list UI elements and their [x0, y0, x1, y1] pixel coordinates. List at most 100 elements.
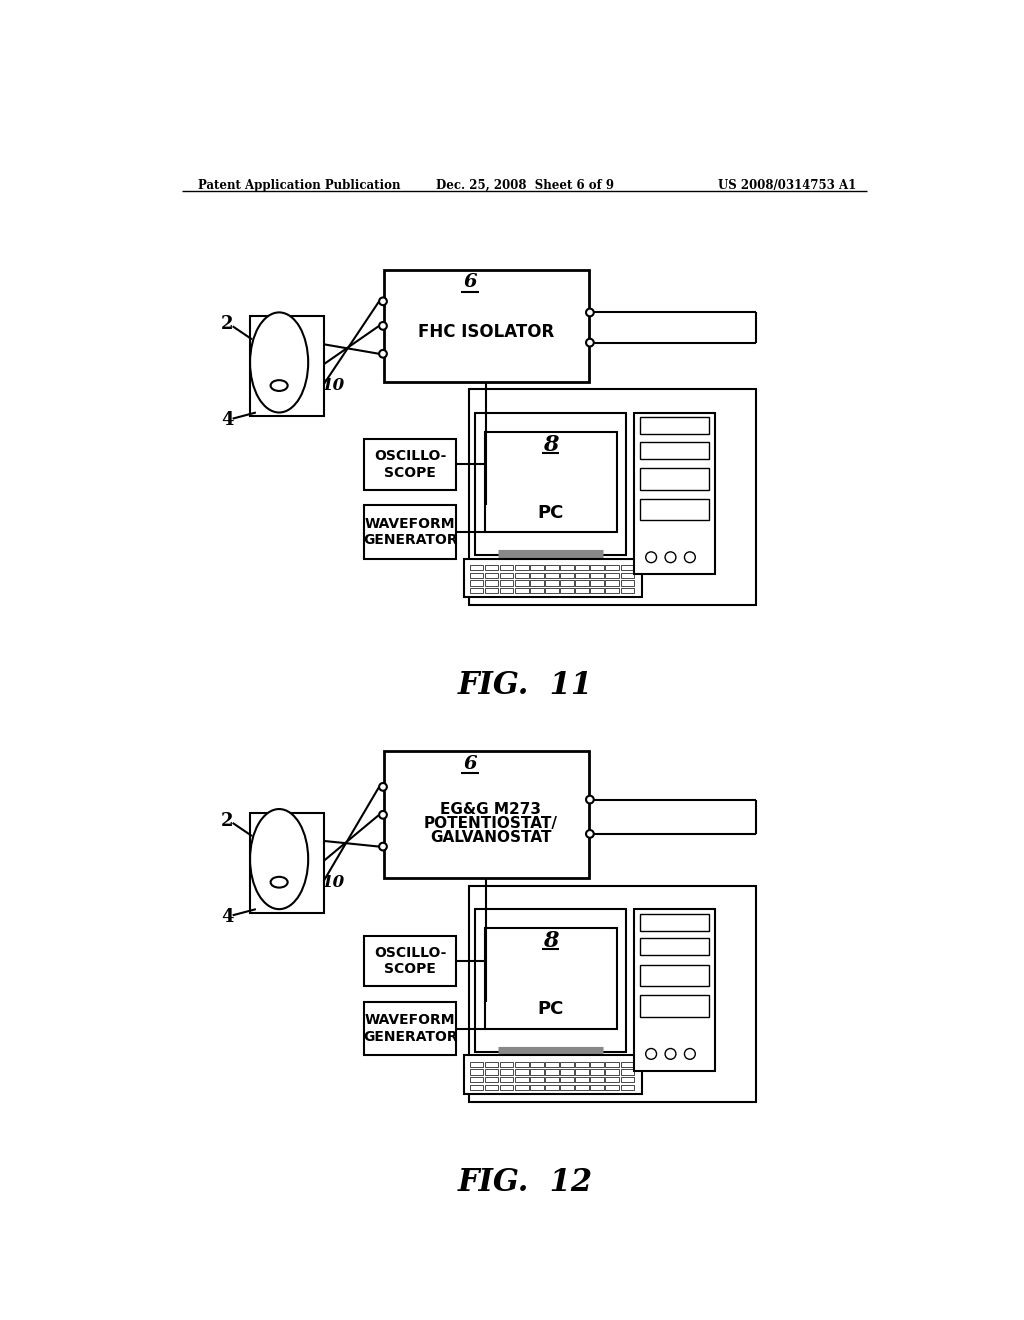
Bar: [365, 440, 456, 490]
Bar: [500, 589, 513, 594]
Bar: [484, 573, 499, 578]
Bar: [591, 1069, 604, 1074]
Bar: [575, 565, 589, 570]
Circle shape: [586, 309, 594, 317]
Circle shape: [646, 552, 656, 562]
Bar: [545, 1069, 559, 1074]
Bar: [484, 1061, 499, 1067]
Bar: [621, 573, 634, 578]
Bar: [560, 1061, 573, 1067]
Bar: [475, 412, 627, 554]
Text: 10: 10: [322, 874, 345, 891]
Bar: [640, 499, 710, 520]
Bar: [640, 965, 710, 986]
Bar: [365, 936, 456, 986]
Bar: [575, 573, 589, 578]
Bar: [500, 581, 513, 586]
Circle shape: [379, 842, 387, 850]
Bar: [500, 1061, 513, 1067]
Bar: [515, 1069, 528, 1074]
Text: Dec. 25, 2008  Sheet 6 of 9: Dec. 25, 2008 Sheet 6 of 9: [436, 180, 613, 193]
Bar: [575, 581, 589, 586]
Bar: [575, 589, 589, 594]
Bar: [621, 1085, 634, 1090]
Bar: [560, 589, 573, 594]
Bar: [591, 573, 604, 578]
Circle shape: [379, 350, 387, 358]
Bar: [605, 573, 618, 578]
Bar: [500, 1069, 513, 1074]
Bar: [530, 1085, 544, 1090]
Bar: [575, 1085, 589, 1090]
Bar: [621, 1061, 634, 1067]
Bar: [469, 389, 756, 605]
Bar: [545, 1085, 559, 1090]
Bar: [470, 565, 483, 570]
Bar: [484, 1069, 499, 1074]
Bar: [530, 1061, 544, 1067]
Bar: [605, 581, 618, 586]
Bar: [500, 565, 513, 570]
Text: POTENTIOSTAT/: POTENTIOSTAT/: [424, 816, 557, 830]
Bar: [484, 1085, 499, 1090]
Ellipse shape: [250, 313, 308, 412]
Bar: [515, 1085, 528, 1090]
Text: FHC ISOLATOR: FHC ISOLATOR: [419, 323, 555, 341]
Bar: [591, 581, 604, 586]
Bar: [515, 1077, 528, 1082]
Text: OSCILLO-
SCOPE: OSCILLO- SCOPE: [374, 449, 446, 479]
Bar: [621, 581, 634, 586]
Bar: [250, 317, 324, 416]
Bar: [500, 1085, 513, 1090]
Text: 6: 6: [463, 755, 477, 772]
Bar: [591, 1077, 604, 1082]
Circle shape: [586, 796, 594, 804]
Circle shape: [646, 1048, 656, 1059]
Bar: [591, 1085, 604, 1090]
Bar: [530, 581, 544, 586]
Bar: [515, 1061, 528, 1067]
Circle shape: [379, 297, 387, 305]
Circle shape: [379, 783, 387, 791]
Bar: [515, 573, 528, 578]
Bar: [545, 589, 559, 594]
Circle shape: [379, 322, 387, 330]
Bar: [545, 1077, 559, 1082]
Bar: [575, 1069, 589, 1074]
Bar: [545, 565, 559, 570]
Text: 6: 6: [463, 273, 477, 292]
Bar: [640, 995, 710, 1016]
Circle shape: [586, 339, 594, 346]
Bar: [484, 581, 499, 586]
Bar: [470, 1085, 483, 1090]
Bar: [605, 1061, 618, 1067]
Bar: [634, 412, 716, 574]
Bar: [545, 1061, 559, 1067]
Text: WAVEFORM
GENERATOR: WAVEFORM GENERATOR: [362, 1014, 458, 1044]
Circle shape: [684, 1048, 695, 1059]
Text: PC: PC: [538, 504, 564, 521]
Bar: [484, 432, 617, 532]
Bar: [464, 558, 642, 598]
Bar: [605, 1077, 618, 1082]
Bar: [545, 581, 559, 586]
Circle shape: [665, 552, 676, 562]
Bar: [560, 581, 573, 586]
Bar: [621, 1069, 634, 1074]
Bar: [475, 909, 627, 1052]
Bar: [365, 1002, 456, 1056]
Bar: [591, 589, 604, 594]
Bar: [484, 1077, 499, 1082]
Circle shape: [665, 1048, 676, 1059]
Bar: [605, 565, 618, 570]
Text: OSCILLO-
SCOPE: OSCILLO- SCOPE: [374, 946, 446, 977]
Circle shape: [379, 810, 387, 818]
Text: 2: 2: [221, 315, 233, 333]
Bar: [470, 581, 483, 586]
Text: WAVEFORM
GENERATOR: WAVEFORM GENERATOR: [362, 516, 458, 546]
Bar: [640, 469, 710, 490]
Text: 10: 10: [322, 378, 345, 395]
Bar: [530, 1077, 544, 1082]
Text: FIG.  12: FIG. 12: [458, 1167, 592, 1199]
Text: 4: 4: [221, 908, 233, 925]
